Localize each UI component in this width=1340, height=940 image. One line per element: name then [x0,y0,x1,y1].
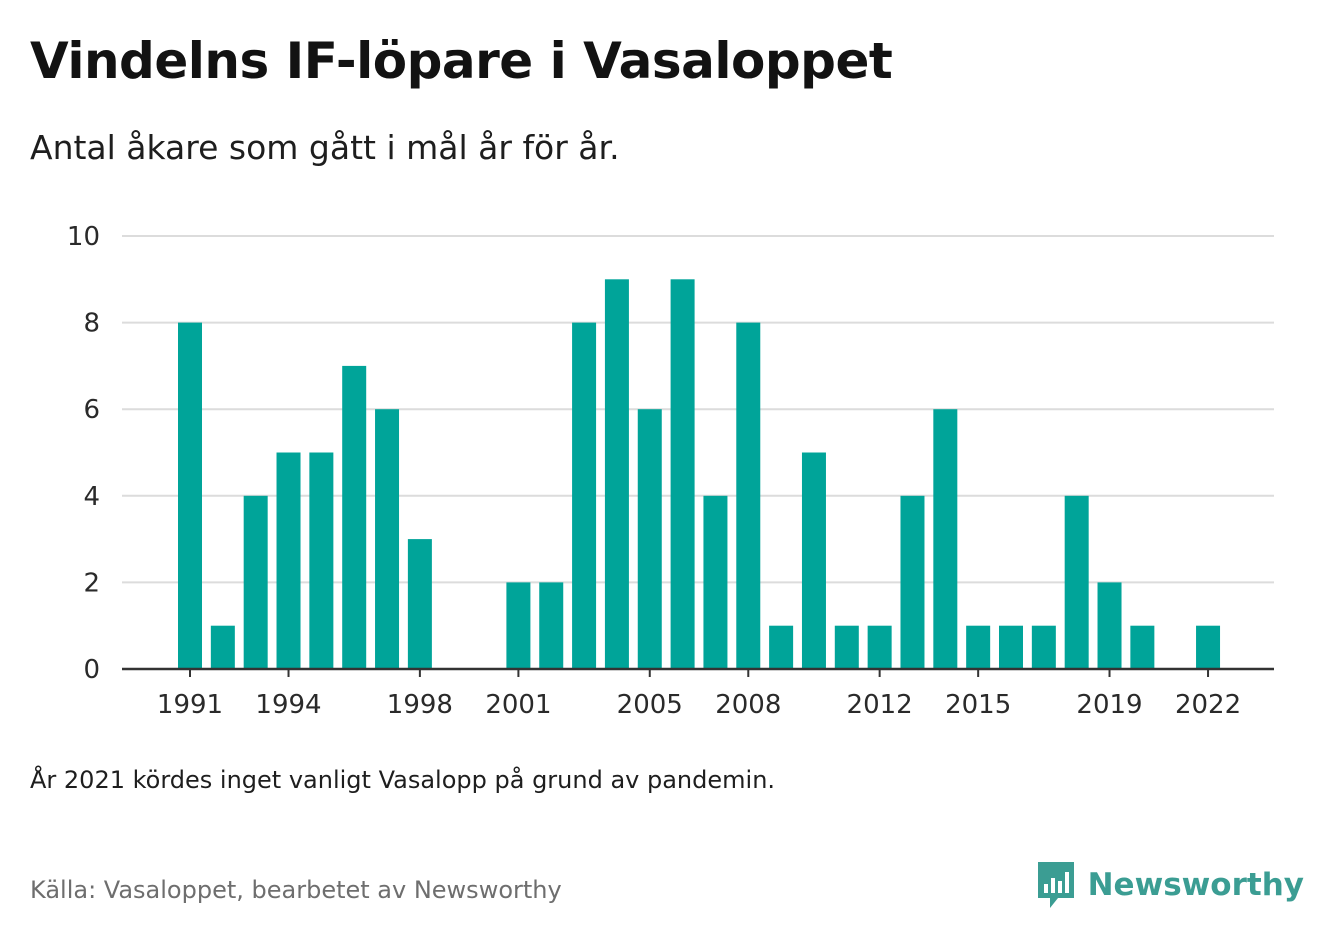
newsworthy-logo-icon [1037,862,1074,908]
x-tick-label: 2008 [715,690,781,720]
bar-2007 [703,495,728,669]
newsworthy-logo-text: Newsworthy [1087,867,1304,903]
x-tick-label: 2012 [847,690,913,720]
x-tick-label: 2001 [485,690,551,720]
newsworthy-logo: Newsworthy [1036,860,1304,910]
x-tick-label: 2022 [1175,690,1241,720]
bar-1992 [210,625,235,669]
bar-2004 [604,279,629,669]
bar-2011 [834,625,859,669]
bar-1991 [178,322,202,669]
y-axis-ticks: 0 2 4 6 8 10 [67,222,100,685]
bar-1996 [342,365,367,669]
x-tick-label: 2005 [617,690,683,720]
y-tick-label: 4 [83,482,100,512]
bar-1997 [375,409,400,669]
y-tick-label: 2 [83,568,100,598]
x-tick-label: 1998 [387,690,453,720]
bar-2005 [637,409,662,669]
y-tick-label: 8 [83,309,100,339]
bar-2019 [1097,582,1122,669]
bar-1998 [407,539,432,669]
source-credit: Källa: Vasaloppet, bearbetet av Newswort… [30,876,562,904]
chart-title: Vindelns IF-löpare i Vasaloppet [30,32,893,90]
bar-2020 [1130,625,1155,669]
y-tick-label: 10 [67,222,100,252]
footnote: År 2021 kördes inget vanligt Vasalopp på… [30,766,776,794]
chart-subtitle: Antal åkare som gått i mål år för år. [30,128,620,167]
bar-2010 [801,452,826,669]
bar-2015 [966,625,991,669]
bar-2002 [539,582,564,669]
bar-2001 [506,582,531,669]
bar-2016 [999,625,1023,669]
bar-2009 [769,625,794,669]
bar-1995 [309,452,334,669]
bar-2014 [933,409,958,669]
bar-1993 [243,495,268,669]
bar-1994 [276,452,301,669]
bar-2003 [572,322,597,669]
bar-2022 [1196,625,1221,669]
bar-2008 [736,322,761,669]
bar-2012 [867,625,892,669]
x-tick-label: 1991 [157,690,223,720]
y-tick-label: 0 [83,655,100,685]
bars [178,279,1221,669]
x-tick-label: 2019 [1076,690,1142,720]
bar-2017 [1031,625,1056,669]
y-tick-label: 6 [83,395,100,425]
x-tick-label: 2015 [945,690,1011,720]
x-axis-ticks: 1991 1994 1998 2001 2005 2008 2012 2015 2019 2022 [157,669,1241,720]
bar-2006 [670,279,695,669]
x-tick-label: 1994 [255,690,321,720]
bar-chart: 0 2 4 6 8 10 1991 1994 1998 2001 2005 2008 2012 2015… [67,222,1274,720]
bar-2013 [900,495,925,669]
bar-2018 [1064,495,1089,669]
